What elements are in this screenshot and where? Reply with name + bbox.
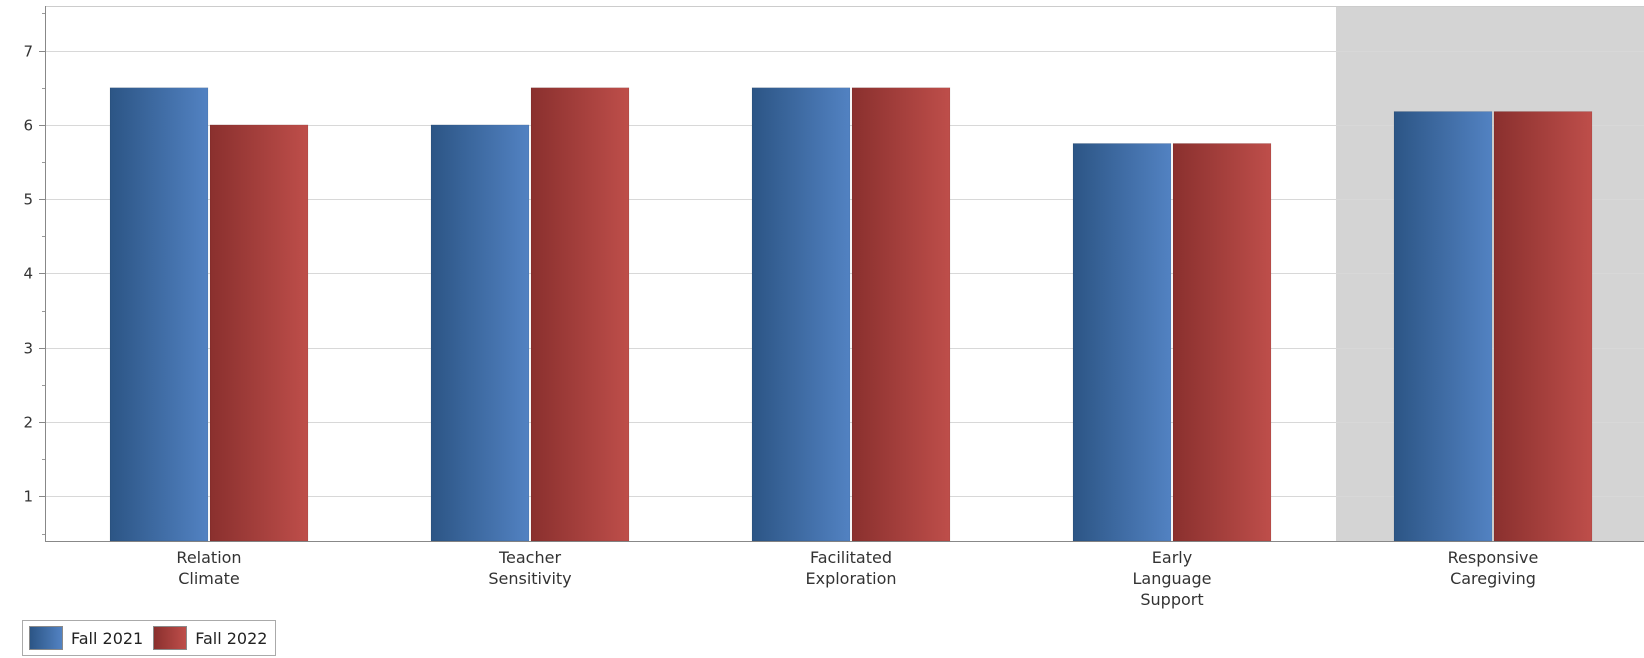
y-tick-label-1: 1 [23, 488, 33, 506]
x-category-label-1: Relation Climate [176, 548, 241, 588]
bar-fall-2021-1 [110, 88, 208, 541]
bar-fall-2022-1 [210, 125, 308, 541]
bar-fall-2021-5 [1394, 112, 1492, 541]
y-tick-label-6: 6 [23, 117, 33, 135]
y-tick-label-5: 5 [23, 191, 33, 209]
legend-label-fall-2022: Fall 2022 [195, 629, 267, 648]
bar-fall-2022-5 [1494, 112, 1592, 541]
y-tick-label-2: 2 [23, 414, 33, 432]
y-tick-label-3: 3 [23, 340, 33, 358]
x-category-label-3: Facilitated Exploration [806, 548, 897, 588]
bar-fall-2022-2 [531, 88, 629, 541]
legend-label-fall-2021: Fall 2021 [71, 629, 143, 648]
x-category-label-4: Early Language Support [1133, 548, 1212, 609]
legend-item-fall-2022: Fall 2022 [153, 626, 267, 650]
bar-fall-2021-2 [431, 125, 529, 541]
x-category-label-2: Teacher Sensitivity [488, 548, 571, 588]
bar-fall-2022-3 [852, 88, 950, 541]
bar-fall-2021-3 [752, 88, 850, 541]
bar-fall-2021-4 [1073, 143, 1171, 541]
legend-swatch-fall-2021 [29, 626, 63, 650]
legend-swatch-fall-2022 [153, 626, 187, 650]
y-tick-label-7: 7 [23, 43, 33, 61]
chart-plot: 1 2 3 4 5 6 7 Relation Climate Teacher Sensitivit… [0, 0, 1644, 620]
y-tick-label-4: 4 [23, 265, 33, 283]
x-category-label-5: Responsive Caregiving [1448, 548, 1539, 588]
legend: Fall 2021 Fall 2022 [22, 620, 276, 656]
legend-item-fall-2021: Fall 2021 [29, 626, 143, 650]
bar-fall-2022-4 [1173, 143, 1271, 541]
